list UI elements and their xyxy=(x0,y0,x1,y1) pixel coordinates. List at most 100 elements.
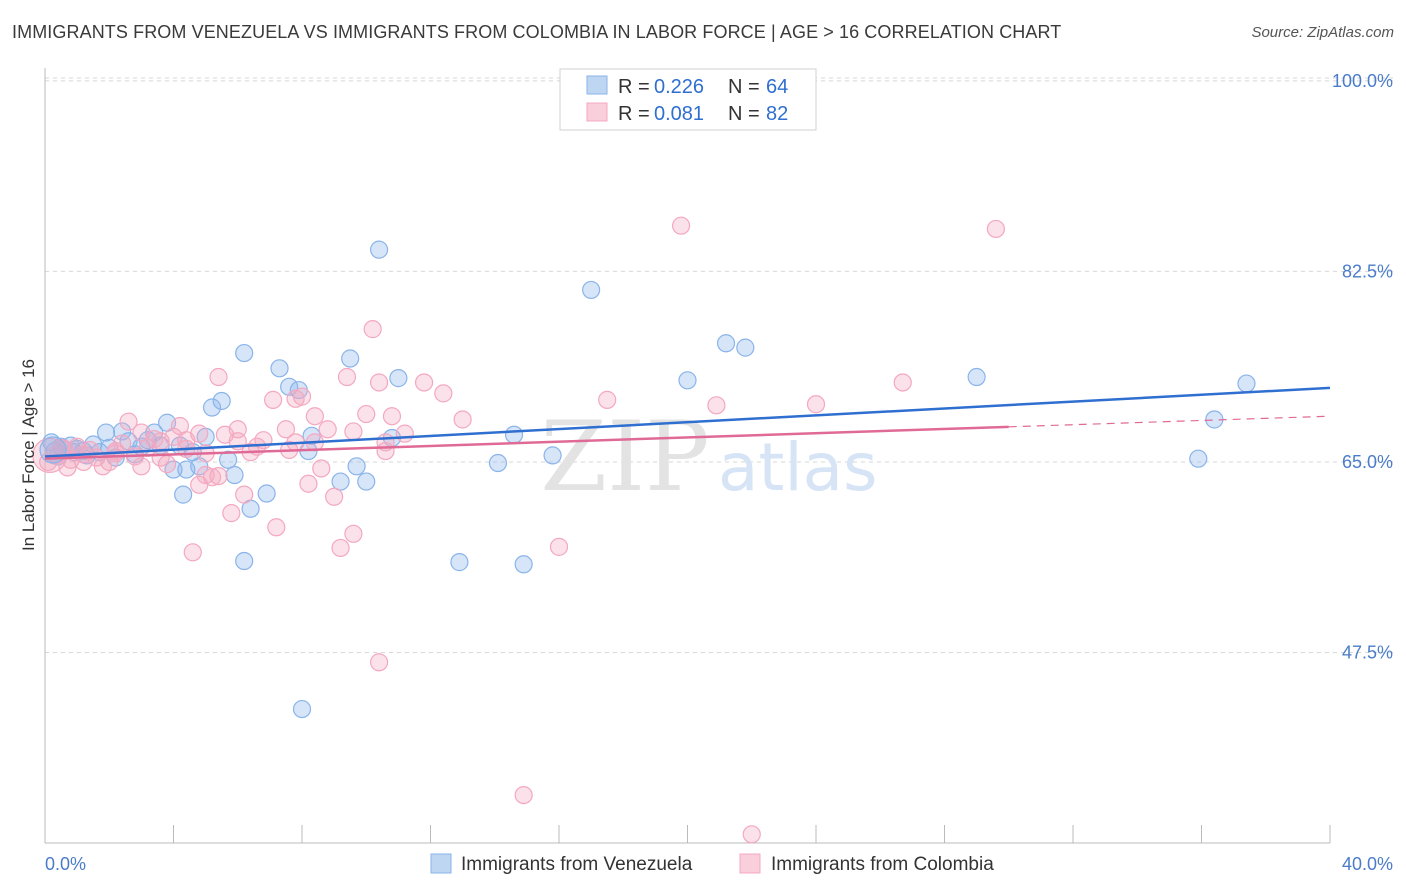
venezuela-point xyxy=(488,453,508,473)
colombia-point xyxy=(209,466,228,486)
data-points xyxy=(32,216,1256,844)
venezuela-point xyxy=(347,457,366,476)
legend-swatch-venezuela xyxy=(586,75,608,95)
legend-n-value: 82 xyxy=(766,103,788,125)
venezuela-point xyxy=(219,450,238,469)
colombia-point xyxy=(395,424,414,443)
colombia-point xyxy=(806,395,826,414)
colombia-point xyxy=(986,219,1006,239)
venezuela-point xyxy=(225,465,244,485)
y-tick-label: 65.0% xyxy=(1342,452,1393,472)
colombia-point xyxy=(337,367,357,387)
legend-r-value: 0.226 xyxy=(654,76,704,98)
y-tick-label: 100.0% xyxy=(1332,71,1393,91)
colombia-point xyxy=(132,457,151,476)
venezuela-point xyxy=(716,334,736,353)
venezuela-point xyxy=(235,343,254,363)
source-label: Source: ZipAtlas.com xyxy=(1251,24,1394,41)
colombia-point xyxy=(434,384,453,403)
y-tick-label: 47.5% xyxy=(1342,642,1393,662)
colombia-point xyxy=(893,373,912,392)
bottom-legend-label-colombia: Immigrants from Colombia xyxy=(771,854,994,875)
colombia-point xyxy=(263,390,283,409)
x-tick-label: 40.0% xyxy=(1342,854,1393,874)
colombia-point xyxy=(209,367,228,387)
venezuela-point xyxy=(370,240,389,259)
venezuela-point xyxy=(450,553,469,572)
x-tick-label: 0.0% xyxy=(45,854,86,874)
venezuela-point xyxy=(678,371,697,390)
bottom-legend-label-venezuela: Immigrants from Venezuela xyxy=(461,854,693,875)
colombia-point xyxy=(344,524,363,543)
colombia-point xyxy=(312,459,331,478)
venezuela-point xyxy=(514,555,533,574)
colombia-point xyxy=(267,518,286,537)
colombia-point xyxy=(235,485,254,504)
colombia-point xyxy=(318,420,337,439)
y-axis-label: In Labor Force | Age > 16 xyxy=(19,359,38,551)
venezuela-point xyxy=(582,280,601,300)
venezuela-point xyxy=(543,446,562,465)
colombia-point xyxy=(119,412,138,431)
trend-lines xyxy=(44,386,1331,460)
venezuela-point xyxy=(341,349,360,368)
colombia-point xyxy=(222,504,241,523)
venezuela-point xyxy=(96,423,116,442)
legend-n-label: N = xyxy=(728,76,760,98)
colombia-point xyxy=(363,320,382,339)
colombia-point xyxy=(177,431,196,450)
colombia-point xyxy=(598,390,617,409)
venezuela-trend-line xyxy=(44,386,1331,458)
colombia-point xyxy=(357,404,376,424)
colombia-point xyxy=(276,420,296,439)
venezuela-point xyxy=(235,551,254,571)
colombia-point xyxy=(453,410,472,429)
y-tick-labels: 47.5% 65.0% 82.5% 100.0% xyxy=(1332,71,1393,663)
venezuela-point xyxy=(357,472,376,491)
chart-title: IMMIGRANTS FROM VENEZUELA VS IMMIGRANTS … xyxy=(12,22,1062,42)
colombia-point xyxy=(344,422,363,441)
x-tick-labels: 0.0% 40.0% xyxy=(45,854,1393,874)
venezuela-point xyxy=(1189,449,1208,468)
venezuela-point xyxy=(270,359,289,378)
colombia-point xyxy=(183,543,202,562)
venezuela-point xyxy=(736,338,755,357)
y-tick-label: 82.5% xyxy=(1342,261,1393,281)
watermark-zip: ZIP xyxy=(540,401,709,513)
bottom-legend: Immigrants from Venezuela Immigrants from… xyxy=(430,853,994,875)
venezuela-point xyxy=(212,391,231,411)
colombia-point xyxy=(286,389,305,408)
legend-box: R = 0.226 N = 64 R = 0.081 N = 82 xyxy=(559,68,817,131)
legend-r-label: R = xyxy=(618,103,650,125)
colombia-point xyxy=(707,396,726,415)
venezuela-point xyxy=(174,485,193,504)
venezuela-point xyxy=(504,425,524,444)
colombia-point xyxy=(331,538,350,558)
venezuela-point xyxy=(257,484,276,503)
colombia-point xyxy=(190,475,209,494)
colombia-point xyxy=(414,373,434,392)
colombia-point xyxy=(514,785,533,805)
colombia-point xyxy=(671,216,691,235)
legend-r-value: 0.081 xyxy=(654,103,704,125)
venezuela-point xyxy=(389,369,408,388)
colombia-point xyxy=(325,487,344,506)
colombia-point xyxy=(305,407,324,426)
venezuela-point xyxy=(331,472,350,491)
venezuela-point xyxy=(202,398,222,417)
venezuela-point xyxy=(1237,374,1256,393)
legend-swatch-colombia xyxy=(586,102,608,122)
bottom-legend-swatch-colombia xyxy=(739,853,761,874)
colombia-point xyxy=(228,420,247,439)
watermark-atlas: atlas xyxy=(718,429,878,506)
colombia-point xyxy=(742,825,761,844)
legend-r-label: R = xyxy=(618,76,650,98)
bottom-legend-swatch-venezuela xyxy=(430,853,452,874)
colombia-trend-line-dashed xyxy=(1008,415,1331,428)
colombia-point xyxy=(370,373,389,392)
legend-n-value: 64 xyxy=(766,76,788,98)
colombia-point xyxy=(549,537,569,556)
colombia-point xyxy=(299,474,318,493)
venezuela-point xyxy=(967,367,986,387)
